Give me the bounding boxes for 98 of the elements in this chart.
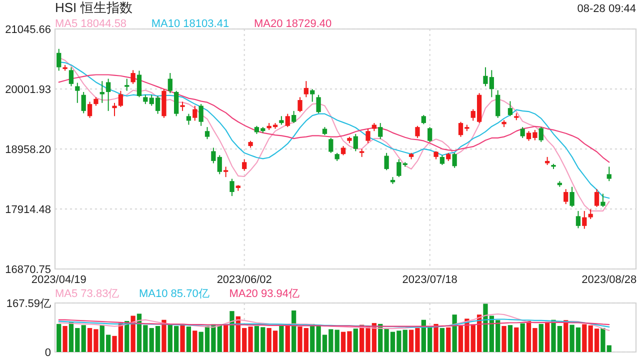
text: MA10 18103.41 [151,18,230,30]
candlestick [106,78,111,112]
candlestick [130,70,136,84]
candlestick [340,146,346,156]
candlestick [87,101,92,118]
bar [434,324,438,352]
candlestick [180,101,185,112]
text: MA20 93.94亿 [229,288,300,300]
candlestick [594,188,600,208]
x-tick-label: 2023/04/19 [31,274,86,286]
candlestick [136,70,142,98]
bar [130,316,136,352]
candlestick [143,94,148,105]
text: MA5 18044.58 [55,18,127,30]
candlestick [285,113,290,128]
bar [162,320,166,352]
candlestick [378,122,383,140]
candlestick [396,158,402,178]
candlestick [56,48,62,72]
bar [334,330,340,352]
candlestick [168,72,172,94]
candlestick [452,152,457,168]
candlestick [582,210,587,230]
bar [582,324,587,352]
bar [62,326,68,352]
bar [440,328,445,352]
bar [446,327,451,352]
candlestick [588,208,593,220]
x-tick-label: 2023/06/02 [216,274,272,286]
candlestick [198,104,204,126]
candlestick [520,126,525,138]
y-tick-label: 167.59亿 [6,298,51,310]
bar [452,314,457,352]
candlestick [100,80,104,104]
bar [180,324,185,352]
candlestick [304,80,308,98]
candlestick [112,102,117,117]
text: MA10 85.70亿 [139,288,210,300]
bar [564,320,568,352]
bar [285,324,290,352]
candlestick [508,100,513,117]
candlestick [421,114,426,125]
candlestick [118,90,124,108]
bar [81,325,86,352]
candlestick [75,82,80,104]
candlestick [186,113,192,126]
candlestick [81,91,86,114]
chart-title: HSI 恒生指数 [55,0,132,15]
candlestick [576,210,581,229]
candlestick [538,126,544,142]
text: 08-28 09:44 [577,3,636,15]
candlestick [564,188,568,205]
bar [514,327,519,352]
candlestick [328,137,334,154]
bar [186,326,192,352]
y-tick-label: 17914.48 [5,204,51,216]
candlestick [440,154,445,166]
candlestick [366,128,370,144]
y-tick-label: 18958.20 [5,144,51,156]
y-tick-label: 21045.66 [5,24,51,36]
candlestick [298,96,302,113]
x-tick-label: 2023/07/18 [402,274,458,286]
bar [291,310,296,352]
candlestick [230,178,234,197]
candlestick [174,90,179,117]
candlestick [415,125,420,138]
bar [353,328,358,352]
bar [192,330,198,352]
bar [402,330,408,352]
bar [520,323,525,352]
bar [508,325,513,352]
bar [230,311,234,352]
y-tick-label: 0 [44,346,51,359]
y-tick-label: 20001.93 [5,84,51,96]
candlestick [570,186,574,208]
candlestick [353,133,358,152]
candlestick [384,152,389,171]
candlestick [291,110,296,124]
bar [56,324,62,352]
candlestick [68,66,74,87]
candlestick [606,166,612,182]
candlestick [124,78,130,92]
candlestick [316,94,321,114]
candlestick [204,126,210,140]
bar [223,324,228,352]
candlestick [496,90,500,118]
y-tick-label: 16870.75 [5,264,51,276]
x-tick-label: 2023/08/28 [582,274,637,286]
bar [538,324,544,352]
bar [502,326,506,352]
candlestick [192,105,198,122]
candlestick [223,166,228,178]
text: MA20 18729.40 [254,18,332,30]
bar [279,326,284,352]
bar [544,322,550,352]
candlestick [600,193,606,208]
candlestick [310,88,315,102]
text: MA5 73.83亿 [55,288,120,300]
